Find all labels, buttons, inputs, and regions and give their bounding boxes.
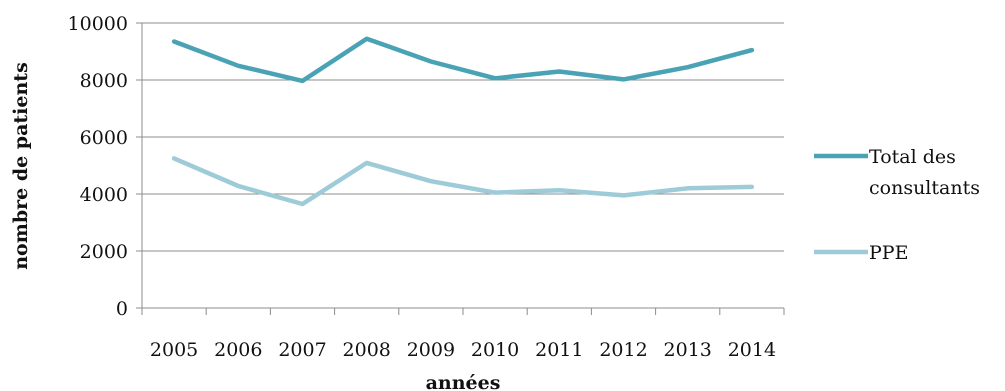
y-axis-title: nombre de patients (10, 62, 32, 270)
y-tick-label: 8000 (80, 70, 128, 92)
y-tick-label: 4000 (80, 184, 128, 206)
legend-label-line: Total des (869, 146, 956, 168)
legend: Total des consultants PPE (814, 146, 980, 264)
data-point (429, 179, 433, 183)
legend-label-2: PPE (869, 242, 908, 264)
y-tick-label: 10000 (68, 13, 128, 35)
data-point (172, 40, 176, 44)
data-point (750, 185, 754, 189)
x-tick-label: 2005 (150, 339, 198, 361)
legend-label-line: consultants (869, 177, 980, 199)
data-point (750, 48, 754, 52)
gridlines (142, 22, 784, 252)
axes (136, 22, 785, 315)
legend-label-1: Total des consultants (869, 146, 980, 199)
data-point (686, 186, 690, 190)
x-tick-label: 2012 (599, 339, 647, 361)
x-tick-label: 2008 (343, 339, 391, 361)
series-line-1 (171, 36, 755, 84)
data-point (622, 77, 626, 81)
data-point (172, 156, 176, 160)
data-point (365, 161, 369, 165)
data-point (429, 59, 433, 63)
data-point (557, 188, 561, 192)
y-tick-label: 6000 (80, 127, 128, 149)
tick-labels: 0 2000 4000 6000 8000 10000 2005 2006 2007 2008 20… (68, 13, 777, 361)
data-point (557, 69, 561, 73)
data-point (301, 79, 305, 83)
legend-label-line: PPE (869, 242, 908, 264)
x-tick-label: 2011 (535, 339, 583, 361)
x-tick-label: 2007 (278, 339, 326, 361)
series-lines (171, 36, 755, 207)
data-point (686, 65, 690, 69)
x-tick-label: 2013 (664, 339, 712, 361)
data-point (301, 202, 305, 206)
data-point (622, 193, 626, 197)
x-tick-label: 2010 (471, 339, 519, 361)
data-point (493, 191, 497, 195)
x-tick-label: 2009 (407, 339, 455, 361)
data-point (493, 76, 497, 80)
series-line-2 (171, 156, 755, 207)
y-tick-label: 0 (116, 298, 128, 320)
data-point (236, 64, 240, 68)
y-tick-label: 2000 (80, 241, 128, 263)
x-axis-title: années (426, 372, 501, 391)
x-tick-label: 2014 (728, 339, 776, 361)
data-point (236, 184, 240, 188)
data-point (365, 37, 369, 41)
x-tick-label: 2006 (214, 339, 262, 361)
